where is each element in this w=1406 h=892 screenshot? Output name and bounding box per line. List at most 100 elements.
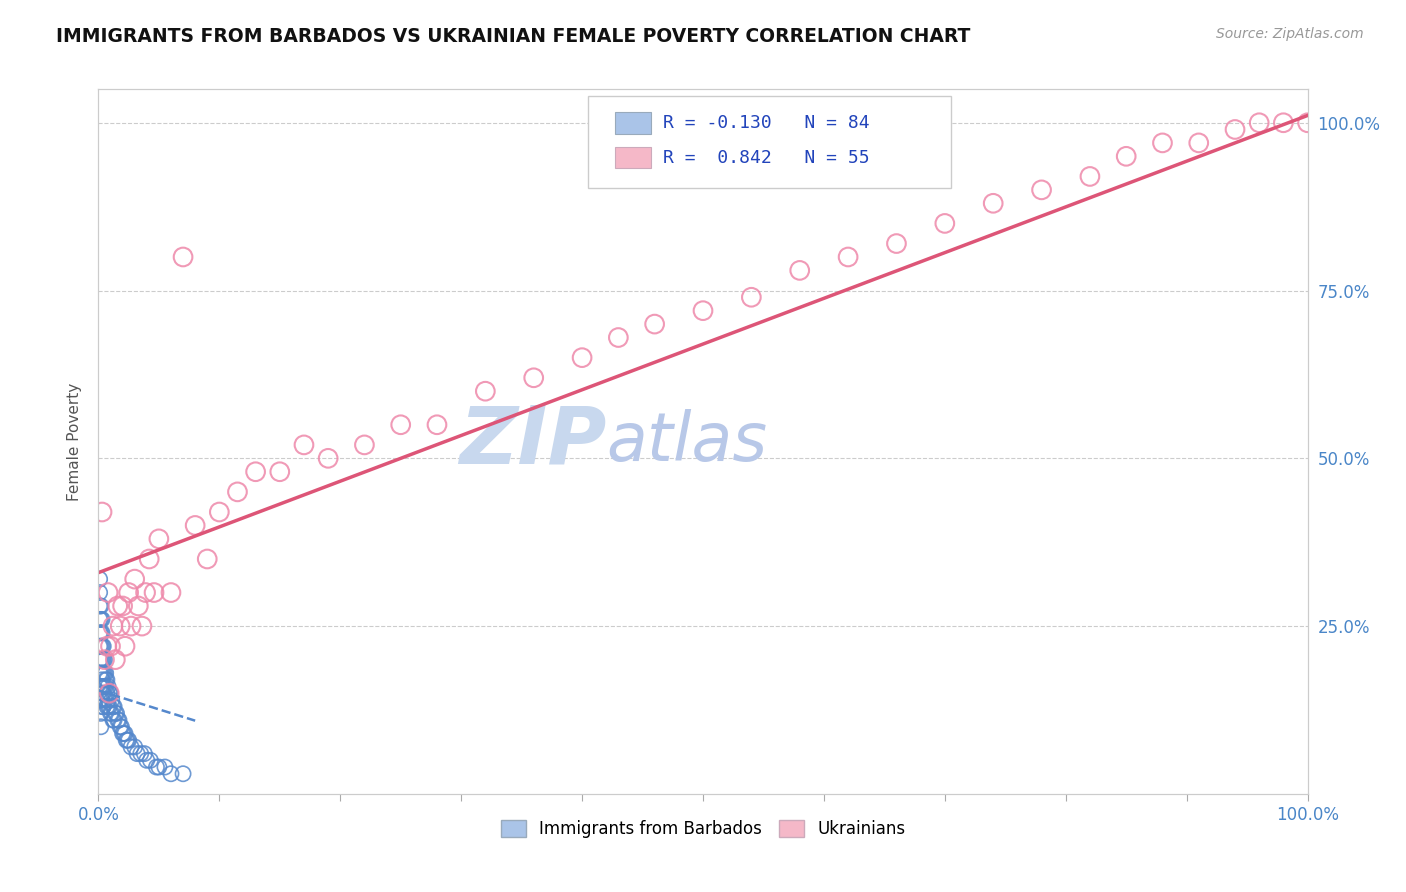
Point bbox=[134, 747, 156, 761]
Point bbox=[90, 680, 112, 694]
Point bbox=[101, 699, 124, 714]
Point bbox=[1152, 136, 1174, 150]
Point bbox=[89, 612, 111, 626]
Point bbox=[100, 693, 122, 707]
Point bbox=[91, 699, 114, 714]
Point bbox=[100, 639, 122, 653]
Point bbox=[118, 585, 141, 599]
Point bbox=[118, 733, 141, 747]
Point bbox=[89, 693, 111, 707]
Point bbox=[316, 451, 339, 466]
Point bbox=[89, 653, 111, 667]
Point bbox=[114, 639, 136, 653]
Point bbox=[172, 766, 194, 780]
Point bbox=[103, 713, 125, 727]
Point bbox=[692, 303, 714, 318]
Point bbox=[426, 417, 449, 432]
Point bbox=[91, 686, 114, 700]
Point bbox=[96, 673, 118, 687]
Point bbox=[886, 236, 908, 251]
Point bbox=[90, 599, 112, 613]
Point bbox=[111, 599, 134, 613]
Point bbox=[837, 250, 859, 264]
Point bbox=[89, 572, 111, 586]
Point bbox=[89, 599, 111, 613]
Point bbox=[1115, 149, 1137, 163]
Point bbox=[1031, 183, 1053, 197]
Point bbox=[103, 699, 125, 714]
Point bbox=[91, 673, 114, 687]
Point bbox=[1296, 116, 1319, 130]
Point bbox=[100, 706, 122, 721]
Point bbox=[90, 625, 112, 640]
Point bbox=[269, 465, 291, 479]
Point bbox=[90, 693, 112, 707]
Point bbox=[107, 599, 129, 613]
Point bbox=[94, 673, 117, 687]
Point bbox=[107, 713, 129, 727]
Point bbox=[93, 693, 115, 707]
Point bbox=[226, 484, 249, 499]
Point bbox=[172, 250, 194, 264]
Point bbox=[981, 196, 1004, 211]
Y-axis label: Female Poverty: Female Poverty bbox=[66, 383, 82, 500]
Point bbox=[740, 290, 762, 304]
Point bbox=[124, 572, 146, 586]
Point bbox=[105, 706, 128, 721]
Point bbox=[90, 720, 112, 734]
FancyBboxPatch shape bbox=[614, 112, 651, 134]
Point bbox=[96, 639, 118, 653]
Point bbox=[100, 706, 122, 721]
Point bbox=[120, 619, 142, 633]
Point bbox=[208, 505, 231, 519]
Point bbox=[91, 680, 114, 694]
Point bbox=[90, 666, 112, 681]
Point bbox=[184, 518, 207, 533]
Point bbox=[104, 653, 127, 667]
Point bbox=[108, 713, 131, 727]
Text: atlas: atlas bbox=[606, 409, 768, 475]
Point bbox=[153, 760, 176, 774]
Point bbox=[94, 680, 117, 694]
Point bbox=[93, 680, 115, 694]
Legend: Immigrants from Barbados, Ukrainians: Immigrants from Barbados, Ukrainians bbox=[501, 821, 905, 838]
Point bbox=[91, 625, 114, 640]
Point bbox=[129, 747, 152, 761]
Text: ZIP: ZIP bbox=[458, 402, 606, 481]
Point bbox=[91, 639, 114, 653]
Point bbox=[89, 680, 111, 694]
Point bbox=[91, 666, 114, 681]
Point bbox=[93, 653, 115, 667]
Point bbox=[96, 686, 118, 700]
Point bbox=[644, 317, 666, 331]
Point bbox=[138, 552, 160, 566]
Point bbox=[148, 760, 170, 774]
Point bbox=[89, 666, 111, 681]
Point bbox=[135, 585, 157, 599]
Point bbox=[607, 330, 630, 344]
Point bbox=[97, 585, 120, 599]
Point bbox=[97, 680, 120, 694]
Point bbox=[96, 699, 118, 714]
Point bbox=[94, 693, 117, 707]
Point bbox=[101, 713, 124, 727]
Point bbox=[1272, 116, 1295, 130]
Point bbox=[1249, 116, 1271, 130]
Point bbox=[114, 726, 136, 740]
Point bbox=[91, 612, 114, 626]
Point bbox=[127, 599, 149, 613]
Point bbox=[110, 720, 132, 734]
Point bbox=[91, 680, 114, 694]
Point bbox=[89, 625, 111, 640]
Point bbox=[1188, 136, 1211, 150]
Point bbox=[91, 639, 114, 653]
Point bbox=[245, 465, 267, 479]
Point bbox=[91, 653, 114, 667]
Point bbox=[97, 699, 120, 714]
Text: R =  0.842   N = 55: R = 0.842 N = 55 bbox=[664, 149, 870, 167]
Point bbox=[195, 552, 218, 566]
Point bbox=[120, 739, 142, 754]
Point bbox=[160, 585, 183, 599]
Point bbox=[93, 653, 115, 667]
Point bbox=[523, 371, 546, 385]
